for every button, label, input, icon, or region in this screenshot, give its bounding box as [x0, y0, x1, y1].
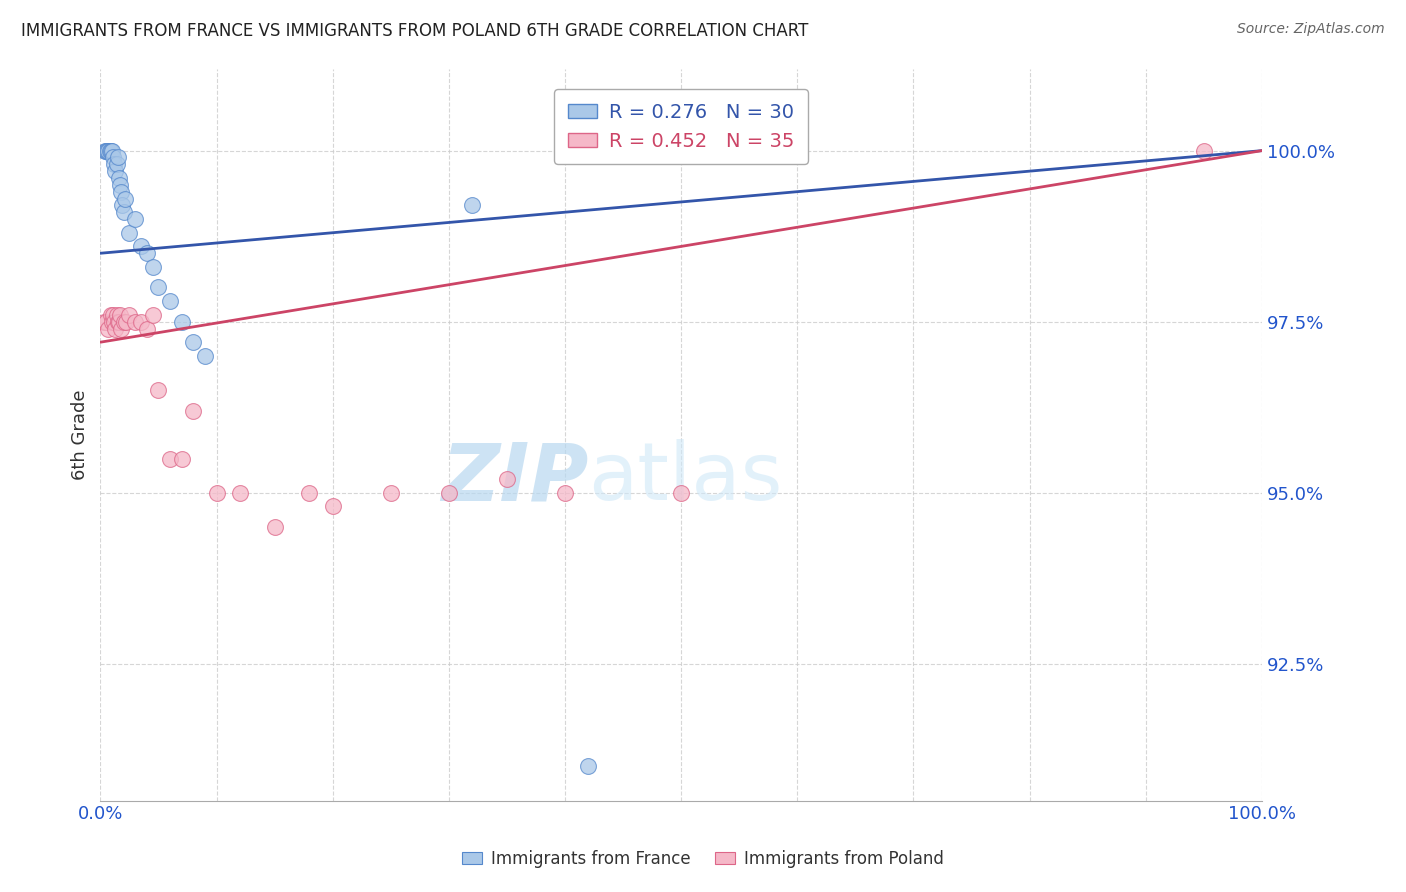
Point — [96, 144, 118, 158]
Point — [108, 171, 131, 186]
Point — [129, 315, 152, 329]
Point — [170, 451, 193, 466]
Point — [101, 151, 124, 165]
Point — [100, 144, 122, 158]
Y-axis label: 6th Grade: 6th Grade — [72, 389, 89, 480]
Point — [554, 485, 576, 500]
Point — [669, 485, 692, 500]
Point — [104, 164, 127, 178]
Point — [142, 308, 165, 322]
Point — [115, 315, 138, 329]
Point — [97, 321, 120, 335]
Text: atlas: atlas — [588, 440, 783, 517]
Point — [114, 192, 136, 206]
Point — [104, 321, 127, 335]
Point — [181, 403, 204, 417]
Point — [135, 246, 157, 260]
Point — [94, 144, 117, 158]
Point — [111, 198, 134, 212]
Point — [118, 226, 141, 240]
Point — [101, 308, 124, 322]
Legend: R = 0.276   N = 30, R = 0.452   N = 35: R = 0.276 N = 30, R = 0.452 N = 35 — [554, 89, 808, 164]
Point — [135, 321, 157, 335]
Point — [110, 321, 132, 335]
Point — [101, 144, 124, 158]
Point — [461, 198, 484, 212]
Text: Source: ZipAtlas.com: Source: ZipAtlas.com — [1237, 22, 1385, 37]
Point — [96, 144, 118, 158]
Point — [437, 485, 460, 500]
Point — [148, 280, 170, 294]
Point — [93, 315, 115, 329]
Point — [170, 315, 193, 329]
Point — [108, 315, 131, 329]
Point — [129, 239, 152, 253]
Text: IMMIGRANTS FROM FRANCE VS IMMIGRANTS FROM POLAND 6TH GRADE CORRELATION CHART: IMMIGRANTS FROM FRANCE VS IMMIGRANTS FRO… — [21, 22, 808, 40]
Point — [576, 759, 599, 773]
Point — [108, 178, 131, 192]
Point — [103, 157, 125, 171]
Point — [1192, 144, 1215, 158]
Point — [112, 315, 135, 329]
Point — [124, 212, 146, 227]
Point — [159, 451, 181, 466]
Point — [496, 472, 519, 486]
Point — [103, 315, 125, 329]
Point — [108, 308, 131, 322]
Legend: Immigrants from France, Immigrants from Poland: Immigrants from France, Immigrants from … — [456, 844, 950, 875]
Point — [124, 315, 146, 329]
Point — [98, 144, 121, 158]
Point — [194, 349, 217, 363]
Point — [322, 500, 344, 514]
Point — [159, 294, 181, 309]
Point — [148, 383, 170, 397]
Point — [112, 205, 135, 219]
Point — [110, 185, 132, 199]
Point — [118, 308, 141, 322]
Point — [105, 157, 128, 171]
Point — [229, 485, 252, 500]
Point — [105, 308, 128, 322]
Point — [263, 520, 285, 534]
Point — [100, 308, 122, 322]
Point — [97, 144, 120, 158]
Point — [380, 485, 402, 500]
Point — [96, 315, 118, 329]
Point — [107, 151, 129, 165]
Point — [298, 485, 321, 500]
Point — [205, 485, 228, 500]
Text: ZIP: ZIP — [441, 440, 588, 517]
Point — [142, 260, 165, 274]
Point — [101, 315, 124, 329]
Point — [181, 335, 204, 350]
Point — [107, 315, 129, 329]
